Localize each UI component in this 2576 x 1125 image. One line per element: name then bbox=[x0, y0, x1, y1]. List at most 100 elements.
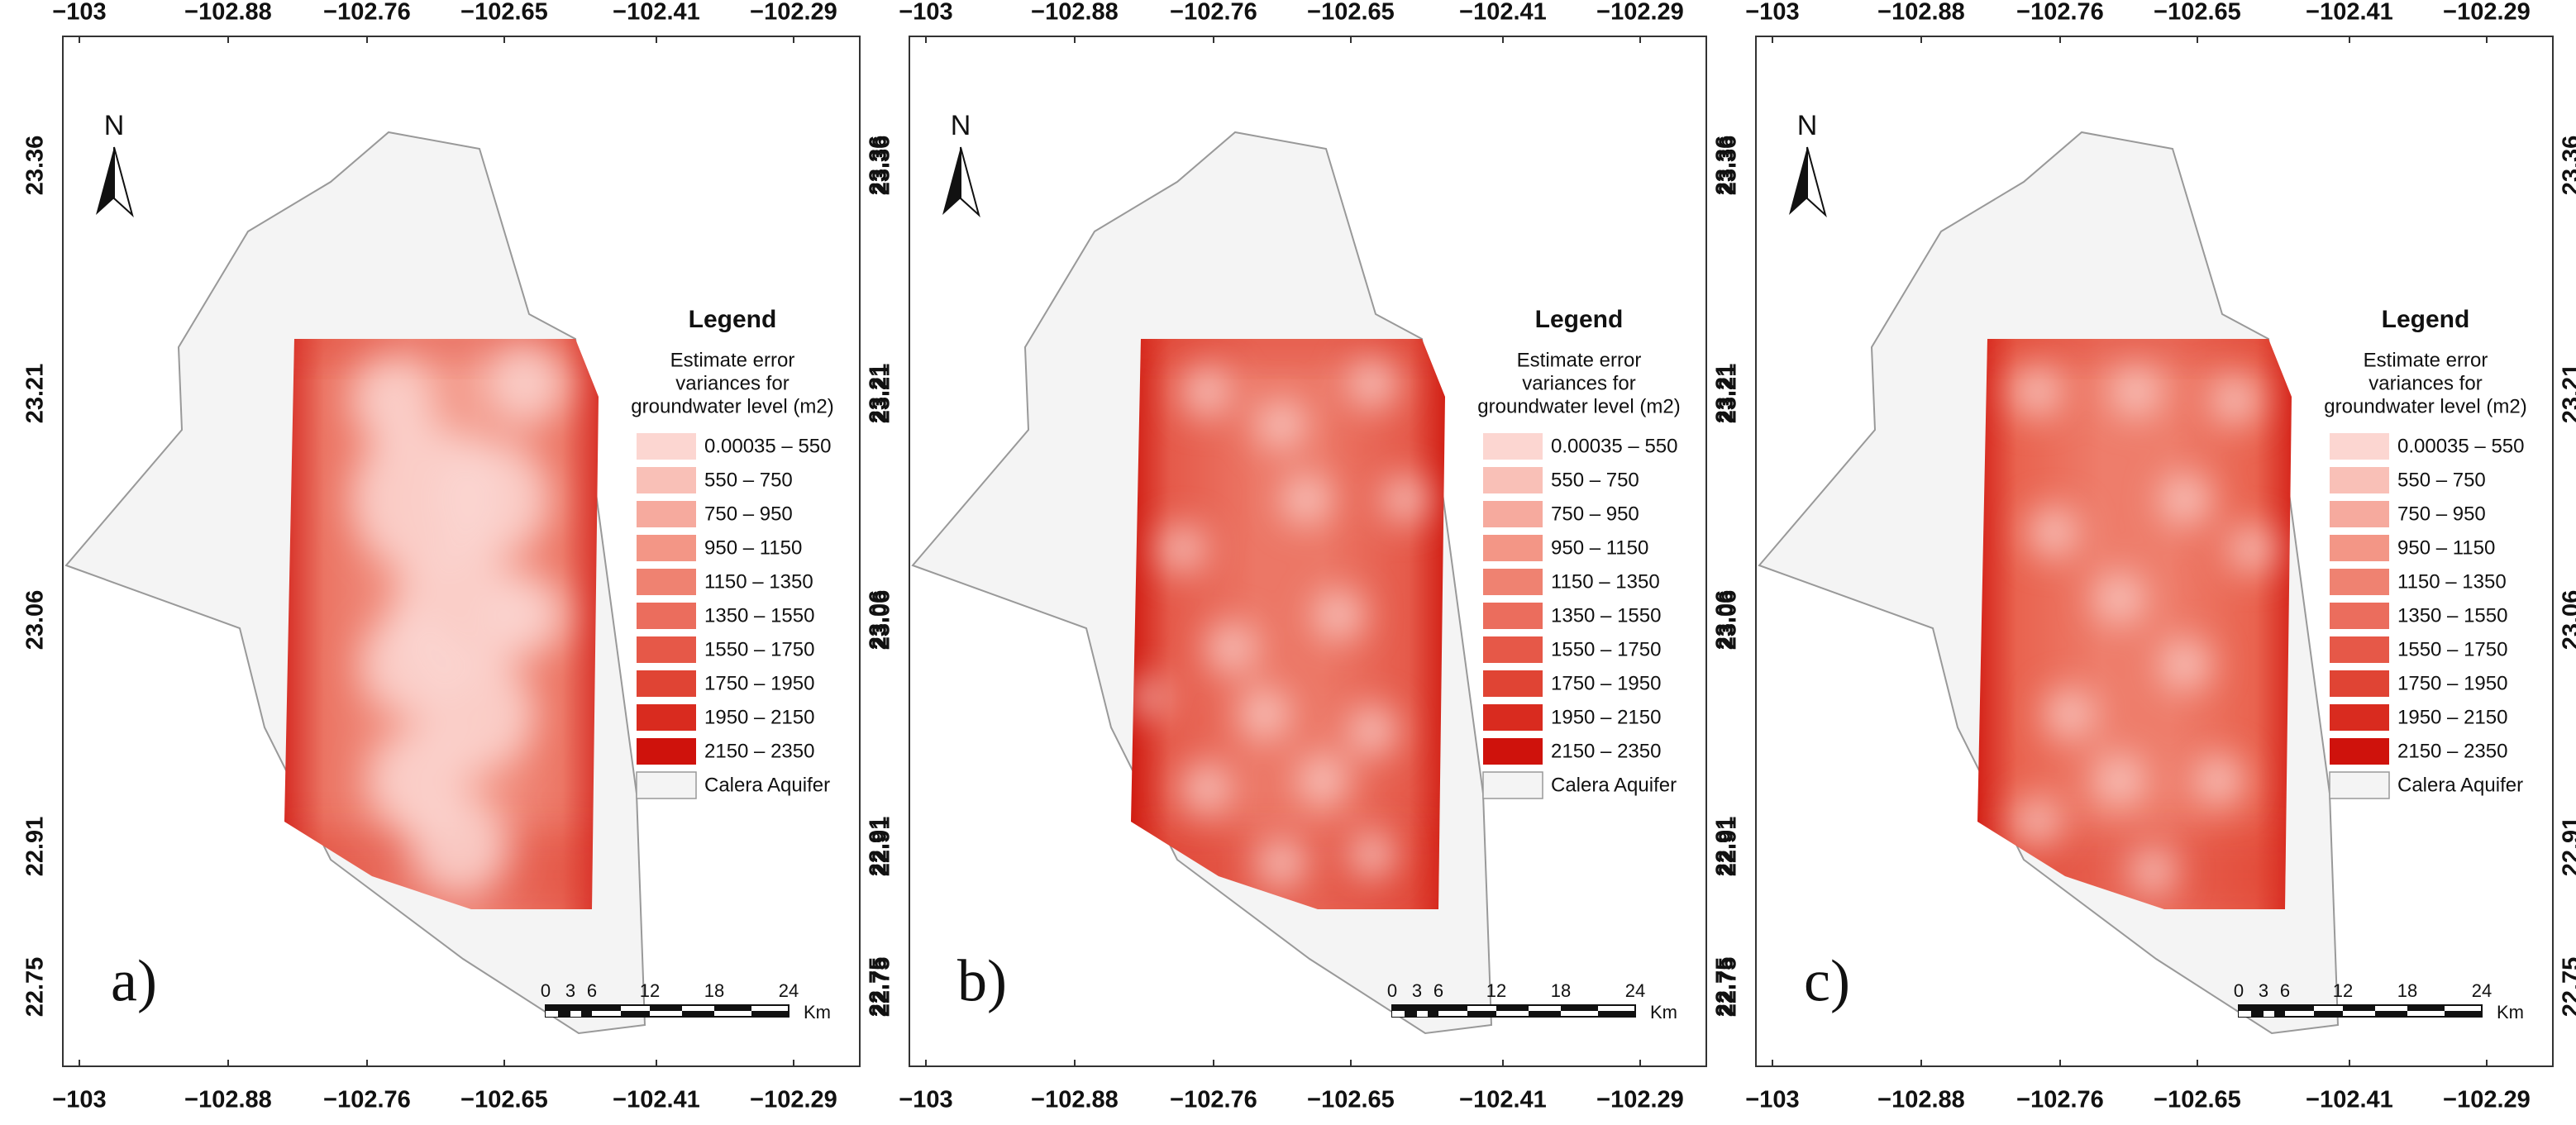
left-tick-label: 22.75 bbox=[22, 957, 49, 1018]
legend-label: 550 – 750 bbox=[2397, 469, 2486, 491]
legend-swatch bbox=[1483, 467, 1543, 493]
right-tick-label: 23.21 bbox=[866, 364, 892, 424]
legend-label: 1950 – 2150 bbox=[1551, 706, 1661, 728]
surface-edge-top bbox=[1977, 339, 2292, 359]
legend-subtitle: groundwater level (m2) bbox=[1477, 395, 1680, 417]
top-tick-label: −102.29 bbox=[750, 0, 837, 26]
right-tick-label: 23.36 bbox=[1712, 136, 1739, 196]
legend-label: 1550 – 1750 bbox=[2397, 638, 2507, 660]
right-tick-label: 22.75 bbox=[866, 957, 892, 1018]
scale-segment bbox=[546, 1011, 558, 1017]
scale-segment bbox=[546, 1005, 558, 1011]
light-spot bbox=[484, 574, 567, 656]
right-tick-label: 22.75 bbox=[2559, 957, 2576, 1018]
legend-swatch bbox=[1483, 569, 1543, 595]
scale-label: 6 bbox=[2280, 980, 2290, 1001]
scale-segment bbox=[581, 1005, 592, 1011]
legend-label: 750 – 950 bbox=[1551, 503, 1639, 525]
legend-swatch bbox=[1483, 670, 1543, 697]
right-tick-label: 23.21 bbox=[1712, 364, 1739, 424]
legend-label: 950 – 1150 bbox=[704, 536, 802, 559]
legend-label: 2150 – 2350 bbox=[1551, 740, 1661, 762]
legend-title: Legend bbox=[1535, 306, 1624, 333]
scale-label: 12 bbox=[1486, 980, 1506, 1001]
scale-segment bbox=[1598, 1011, 1635, 1017]
top-tick-label: −102.65 bbox=[2154, 0, 2241, 26]
legend-subtitle: variances for bbox=[675, 372, 789, 394]
bottom-tick-label: −102.65 bbox=[1307, 1087, 1395, 1113]
legend-swatch bbox=[2330, 433, 2389, 460]
legend-subtitle: groundwater level (m2) bbox=[2324, 395, 2526, 417]
legend-label: 950 – 1150 bbox=[2397, 536, 2495, 559]
bottom-tick-label: −102.65 bbox=[2154, 1087, 2241, 1113]
scale-segment bbox=[751, 1011, 789, 1017]
top-tick-label: −102.41 bbox=[1459, 0, 1547, 26]
legend-label: 2150 – 2350 bbox=[2397, 740, 2507, 762]
legend-label: 1150 – 1350 bbox=[704, 570, 813, 593]
light-spot bbox=[1281, 474, 1331, 524]
bottom-tick-label: −102.76 bbox=[1170, 1087, 1257, 1113]
scale-segment bbox=[2375, 1011, 2407, 1017]
scale-label: 12 bbox=[2333, 980, 2353, 1001]
bottom-tick-label: −103 bbox=[52, 1087, 106, 1113]
legend-label: 1750 – 1950 bbox=[1551, 672, 1661, 694]
scale-segment bbox=[1417, 1005, 1428, 1011]
light-spot bbox=[1240, 689, 1290, 739]
legend-label: 1350 – 1550 bbox=[1551, 604, 1661, 627]
legend-label: 1750 – 1950 bbox=[704, 672, 814, 694]
right-tick-label: 23.06 bbox=[2559, 590, 2576, 651]
legend-swatch bbox=[637, 670, 696, 697]
top-tick-label: −102.76 bbox=[323, 0, 411, 26]
light-spot bbox=[360, 615, 460, 714]
legend-label: 1950 – 2150 bbox=[704, 706, 814, 728]
scale-label: 24 bbox=[2472, 980, 2492, 1001]
top-tick-label: −102.41 bbox=[2306, 0, 2393, 26]
top-tick-label: −102.88 bbox=[1877, 0, 1965, 26]
bottom-tick-label: −102.29 bbox=[750, 1087, 837, 1113]
scale-segment bbox=[1467, 1011, 1496, 1017]
bottom-tick-label: −102.29 bbox=[1596, 1087, 1684, 1113]
scale-segment bbox=[2407, 1005, 2445, 1011]
legend-swatch bbox=[1483, 603, 1543, 629]
scale-segment bbox=[682, 1011, 714, 1017]
legend-swatch bbox=[637, 535, 696, 561]
light-spot bbox=[2211, 375, 2260, 425]
bottom-tick-label: −102.76 bbox=[2016, 1087, 2104, 1113]
light-spot bbox=[2095, 574, 2144, 623]
top-tick-label: −102.65 bbox=[460, 0, 548, 26]
scale-segment bbox=[558, 1011, 570, 1017]
scale-segment bbox=[1392, 1005, 1405, 1011]
scale-segment bbox=[558, 1005, 570, 1011]
left-tick-label: 22.75 bbox=[1715, 957, 1742, 1018]
bottom-tick-label: −102.29 bbox=[2443, 1087, 2531, 1113]
legend-swatch bbox=[2330, 467, 2389, 493]
legend-swatch bbox=[1483, 704, 1543, 731]
legend-swatch bbox=[637, 501, 696, 527]
legend-swatch bbox=[1483, 501, 1543, 527]
top-tick-label: −102.76 bbox=[1170, 0, 1257, 26]
scale-unit: Km bbox=[2497, 1002, 2524, 1023]
left-tick-label: 23.36 bbox=[869, 136, 895, 196]
variance-surface bbox=[1977, 339, 2292, 909]
scale-segment bbox=[1405, 1005, 1417, 1011]
legend-swatch bbox=[2330, 636, 2389, 663]
legend-swatch bbox=[637, 569, 696, 595]
left-tick-label: 23.21 bbox=[869, 364, 895, 424]
variance-surface bbox=[284, 339, 599, 909]
scale-segment bbox=[1417, 1011, 1428, 1017]
left-tick-label: 22.91 bbox=[869, 817, 895, 877]
scale-segment bbox=[2314, 1011, 2343, 1017]
bottom-tick-label: −102.76 bbox=[323, 1087, 411, 1113]
north-arrow bbox=[960, 146, 980, 218]
legend-title: Legend bbox=[2382, 306, 2470, 333]
light-spot bbox=[1298, 756, 1348, 805]
light-spot bbox=[1349, 832, 1395, 878]
legend-label: 750 – 950 bbox=[2397, 503, 2486, 525]
legend-swatch bbox=[2330, 569, 2389, 595]
north-arrow bbox=[1806, 146, 1827, 218]
map-panel: −103 −102.88 −102.76 −102.65 −102.41 −102.29 −… bbox=[869, 0, 1739, 1113]
scale-label: 3 bbox=[2259, 980, 2268, 1001]
right-tick-label: 23.21 bbox=[2559, 364, 2576, 424]
light-spot bbox=[2012, 367, 2062, 417]
right-tick-label: 22.91 bbox=[1712, 817, 1739, 877]
